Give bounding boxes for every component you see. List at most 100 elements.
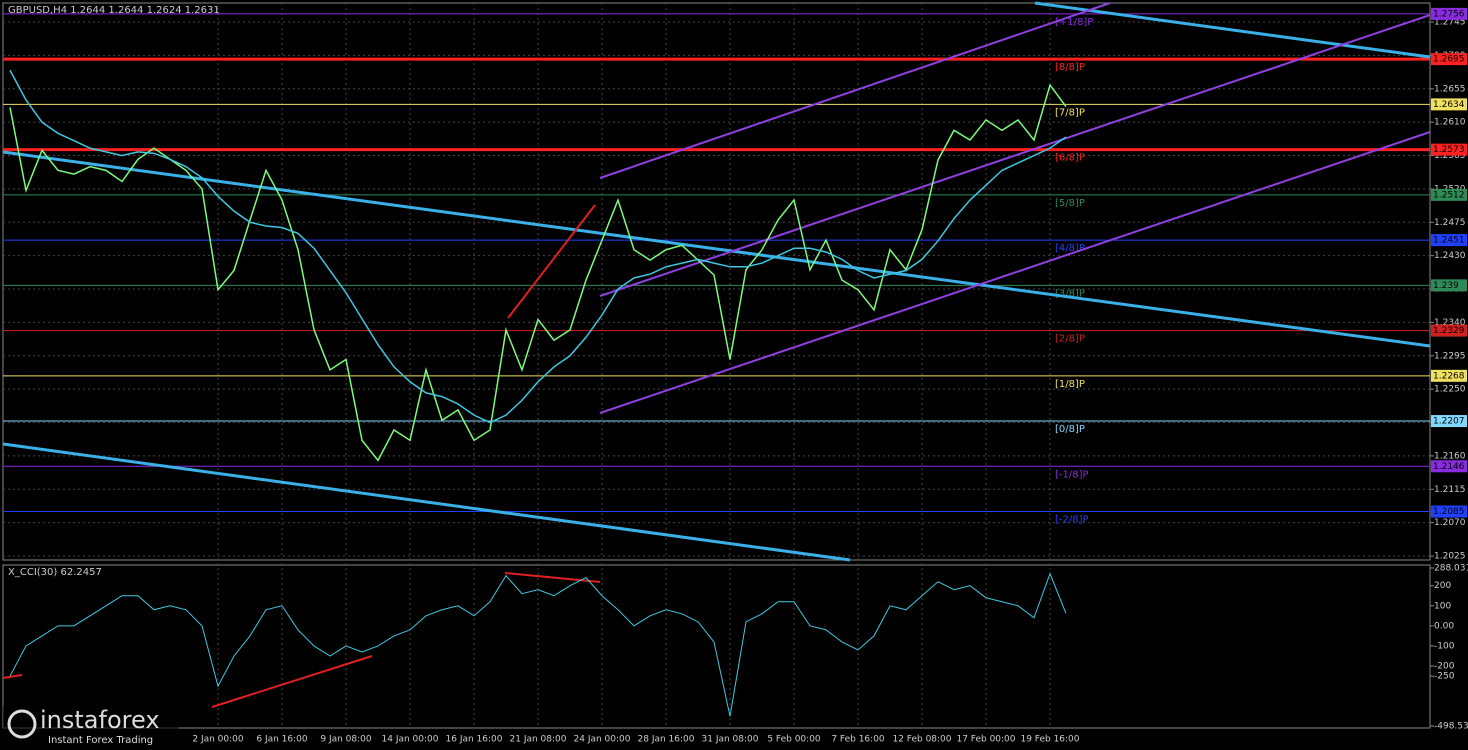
level-name: [8/8]P	[1055, 62, 1085, 73]
y-tick-label: -100	[1434, 641, 1455, 651]
level-tag	[1431, 188, 1467, 201]
channel-lines	[599, 2, 1431, 414]
level-tag-label: 1.2695	[1433, 55, 1465, 65]
level-tag-label: 1.2329	[1433, 326, 1465, 336]
trend-line	[2, 442, 851, 562]
x-tick-label: 31 Jan 08:00	[702, 735, 759, 745]
axes: 1.20251.20701.21151.21601.22051.22501.22…	[192, 7, 1468, 745]
channel-line	[599, 2, 1111, 179]
y-tick-label: -498.538	[1434, 722, 1468, 732]
level-tag	[1431, 53, 1467, 66]
y-tick-label: 1.2070	[1434, 518, 1466, 528]
level-name: [1/8]P	[1055, 379, 1085, 390]
level-tag-label: 1.2085	[1433, 507, 1465, 517]
level-tag	[1431, 369, 1467, 382]
y-tick-label: 1.2610	[1434, 118, 1466, 128]
x-tick-label: 5 Feb 00:00	[767, 735, 821, 745]
x-tick-label: 28 Jan 16:00	[638, 735, 695, 745]
level-tag-label: 1.2756	[1433, 9, 1465, 19]
x-tick-label: 12 Feb 08:00	[892, 735, 951, 745]
watermark-tagline: Instant Forex Trading	[48, 735, 153, 746]
level-name: [0/8]P	[1055, 424, 1085, 435]
x-tick-label: 7 Feb 16:00	[831, 735, 885, 745]
x-tick-label: 6 Jan 16:00	[256, 735, 308, 745]
level-name: [5/8]P	[1055, 198, 1085, 209]
y-tick-label: -200	[1434, 662, 1455, 672]
y-tick-label: 288.0311	[1434, 564, 1468, 574]
x-tick-label: 9 Jan 08:00	[320, 735, 372, 745]
watermark-logo	[7, 709, 37, 739]
level-name: [4/8]P	[1055, 243, 1085, 254]
y-tick-label: 100	[1434, 601, 1451, 611]
trend-lines	[2, 1, 1431, 562]
x-tick-label: 16 Jan 16:00	[446, 735, 503, 745]
divergence-line	[2, 674, 23, 679]
level-name: [-2/8]P	[1055, 515, 1089, 526]
price-panel	[2, 2, 1431, 561]
x-tick-label: 19 Feb 16:00	[1020, 735, 1079, 745]
x-tick-label: 21 Jan 08:00	[510, 735, 567, 745]
levels: [+1/8]P [8/8]P [7/8]P [6/8]P [5/8]P [4/8]P [3/…	[3, 13, 1430, 526]
y-tick-label: 1.2025	[1434, 552, 1466, 562]
level-tag-label: 1.2146	[1433, 462, 1465, 472]
level-name: [3/8]P	[1055, 288, 1085, 299]
y-tick-label: 0.00	[1434, 621, 1454, 631]
level-tag-label: 1.2268	[1433, 371, 1465, 381]
series-line	[9, 572, 1067, 717]
level-tag-label: 1.2573	[1433, 145, 1465, 155]
level-tag	[1431, 143, 1467, 156]
y-tick-label: 1.2475	[1434, 218, 1466, 228]
series-line	[9, 69, 1067, 424]
level-tag	[1431, 98, 1467, 111]
channel-line	[599, 14, 1431, 297]
level-name: [2/8]P	[1055, 334, 1085, 345]
level-tag-label: 1.2512	[1433, 190, 1465, 200]
y-tick-label: 200	[1434, 581, 1451, 591]
y-tick-label: -250	[1434, 672, 1455, 682]
y-tick-label: 1.2250	[1434, 385, 1466, 395]
level-tag-label: 1.2634	[1433, 100, 1465, 110]
trend-line	[1034, 1, 1431, 59]
y-tick-label: 1.2655	[1434, 84, 1466, 94]
x-tick-label: 24 Jan 00:00	[574, 735, 631, 745]
x-tick-label: 17 Feb 00:00	[956, 735, 1015, 745]
level-name: [7/8]P	[1055, 107, 1085, 118]
watermark-brand: instaforex	[40, 706, 160, 734]
level-tag	[1431, 460, 1467, 473]
series-line	[9, 83, 1067, 462]
indicator-title: X_CCI(30) 62.2457	[8, 567, 102, 578]
plots	[9, 69, 1067, 717]
x-tick-label: 14 Jan 00:00	[382, 735, 439, 745]
watermark-bg	[3, 706, 179, 746]
level-tag-label: 1.239	[1433, 281, 1459, 291]
y-tick-label: 1.2745	[1434, 18, 1466, 28]
divergence-line	[507, 204, 596, 319]
y-tick-label: 1.2565	[1434, 151, 1466, 161]
level-tag	[1431, 7, 1467, 20]
chart-title: GBPUSD,H4 1.2644 1.2644 1.2624 1.2631	[8, 5, 220, 16]
grid	[3, 3, 1430, 728]
channel-line	[599, 131, 1431, 414]
x-tick-label: 2 Jan 00:00	[192, 735, 244, 745]
y-tick-label: 1.2295	[1434, 351, 1466, 361]
level-tag-label: 1.2451	[1433, 236, 1465, 246]
y-tick-label: 1.2160	[1434, 451, 1466, 461]
level-tag	[1431, 324, 1467, 337]
level-tag	[1431, 234, 1467, 247]
level-tag	[1431, 279, 1467, 292]
level-tag	[1431, 505, 1467, 518]
trend-line	[2, 150, 1431, 348]
level-tag	[1431, 415, 1467, 428]
cci-panel	[2, 564, 1431, 729]
divergence-line	[504, 572, 601, 583]
y-tick-label: 1.2340	[1434, 318, 1466, 328]
level-name: [-1/8]P	[1055, 469, 1089, 480]
divergence-line	[211, 655, 373, 708]
level-name: [6/8]P	[1055, 153, 1085, 164]
level-tag-label: 1.2207	[1433, 417, 1465, 427]
level-name: [+1/8]P	[1055, 17, 1093, 28]
y-tick-label: 1.2430	[1434, 251, 1466, 261]
y-tick-label: 1.2115	[1434, 485, 1466, 495]
